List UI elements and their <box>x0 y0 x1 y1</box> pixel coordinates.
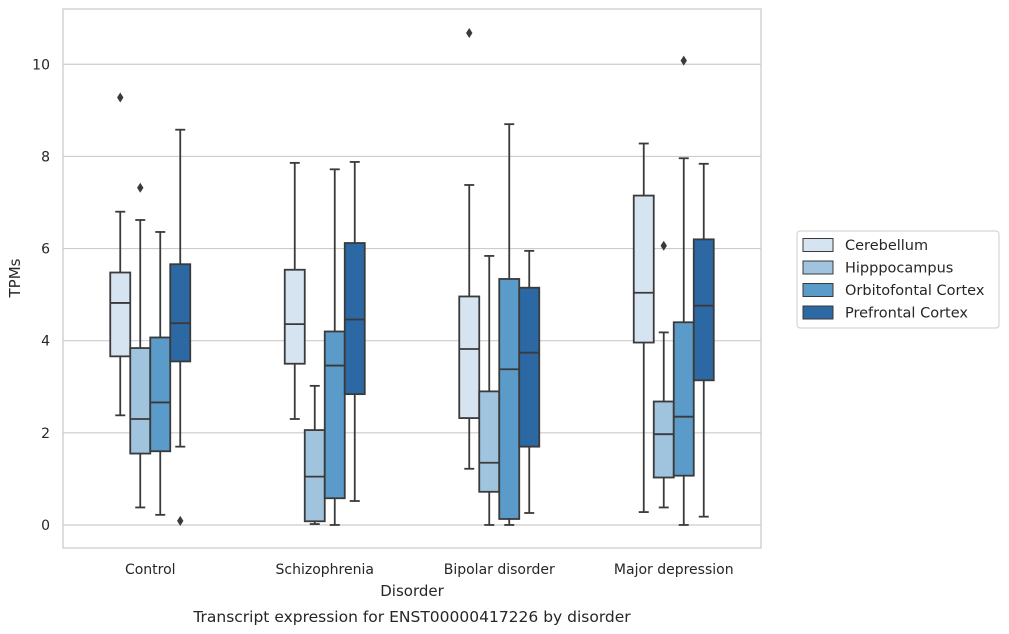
box-orbitofontal-cortex <box>149 231 172 516</box>
box-iqr <box>652 400 675 479</box>
outlier-point <box>466 27 473 38</box>
box-orbitofontal-cortex <box>672 55 695 526</box>
box-orbitofontal-cortex <box>498 123 521 526</box>
outlier-point <box>660 240 667 251</box>
plot-area-frame <box>62 8 762 549</box>
box-iqr <box>478 390 501 493</box>
box-iqr <box>498 278 521 520</box>
box-prefrontal-cortex <box>343 161 366 502</box>
x-tick-label: Schizophrenia <box>276 562 374 578</box>
box-iqr <box>169 263 192 363</box>
box-prefrontal-cortex <box>692 162 715 518</box>
chart-caption: Transcript expression for ENST0000041722… <box>192 608 631 626</box>
legend-label: Orbitofontal Cortex <box>845 283 985 299</box>
box-iqr <box>129 347 152 455</box>
legend-swatch <box>802 283 834 297</box>
outlier-point <box>177 515 184 526</box>
box-cerebellum <box>109 92 132 417</box>
outlier-point <box>680 55 687 66</box>
x-tick-label: Major depression <box>614 562 734 578</box>
legend-label: Cerebellum <box>845 238 928 254</box>
box-iqr <box>109 271 132 358</box>
legend-label: Prefrontal Cortex <box>845 306 968 322</box>
box-orbitofontal-cortex <box>323 168 346 526</box>
box-hipppocampus <box>478 255 501 526</box>
outlier-point <box>117 92 124 103</box>
y-axis-label: TPMs <box>6 258 24 298</box>
y-tick-label: 0 <box>41 518 50 534</box>
legend-swatch <box>802 260 834 275</box>
box-cerebellum <box>458 27 481 470</box>
box-iqr <box>343 242 366 396</box>
legend-frame <box>796 230 1000 329</box>
y-tick-label: 10 <box>32 57 50 73</box>
y-axis-ticks: 0 2 4 6 8 10 <box>32 57 50 534</box>
box-prefrontal-cortex <box>169 128 192 526</box>
box-iqr <box>323 330 346 500</box>
x-axis-label: Disorder <box>380 582 444 600</box>
outlier-point <box>137 182 144 193</box>
box-iqr <box>692 238 715 382</box>
legend-swatch <box>802 238 834 252</box>
legend-items: Cerebellum Hipppocampus Orbitofontal Corte… <box>802 238 985 322</box>
box-cerebellum <box>632 142 655 513</box>
box-iqr <box>303 429 326 523</box>
box-iqr <box>518 286 541 448</box>
x-tick-label: Bipolar disorder <box>444 562 555 578</box>
y-tick-label: 8 <box>41 149 50 165</box>
box-iqr <box>149 336 172 453</box>
y-tick-label: 2 <box>41 426 50 442</box>
legend: Cerebellum Hipppocampus Orbitofontal Corte… <box>796 230 1000 329</box>
box-prefrontal-cortex <box>518 249 541 514</box>
box-hipppocampus <box>129 182 152 509</box>
box-cerebellum <box>283 161 306 420</box>
box-iqr <box>672 321 695 477</box>
box-iqr <box>632 194 655 344</box>
box-iqr <box>458 295 481 419</box>
box-groups <box>109 27 715 526</box>
y-tick-label: 6 <box>41 242 50 258</box>
x-tick-label: Control <box>125 562 176 578</box>
legend-label: Hipppocampus <box>845 261 953 277</box>
legend-swatch <box>802 305 834 320</box>
y-tick-label: 4 <box>41 334 50 350</box>
box-iqr <box>283 268 306 365</box>
x-axis-ticks: Control Schizophrenia Bipolar disorder Majo… <box>125 562 734 578</box>
